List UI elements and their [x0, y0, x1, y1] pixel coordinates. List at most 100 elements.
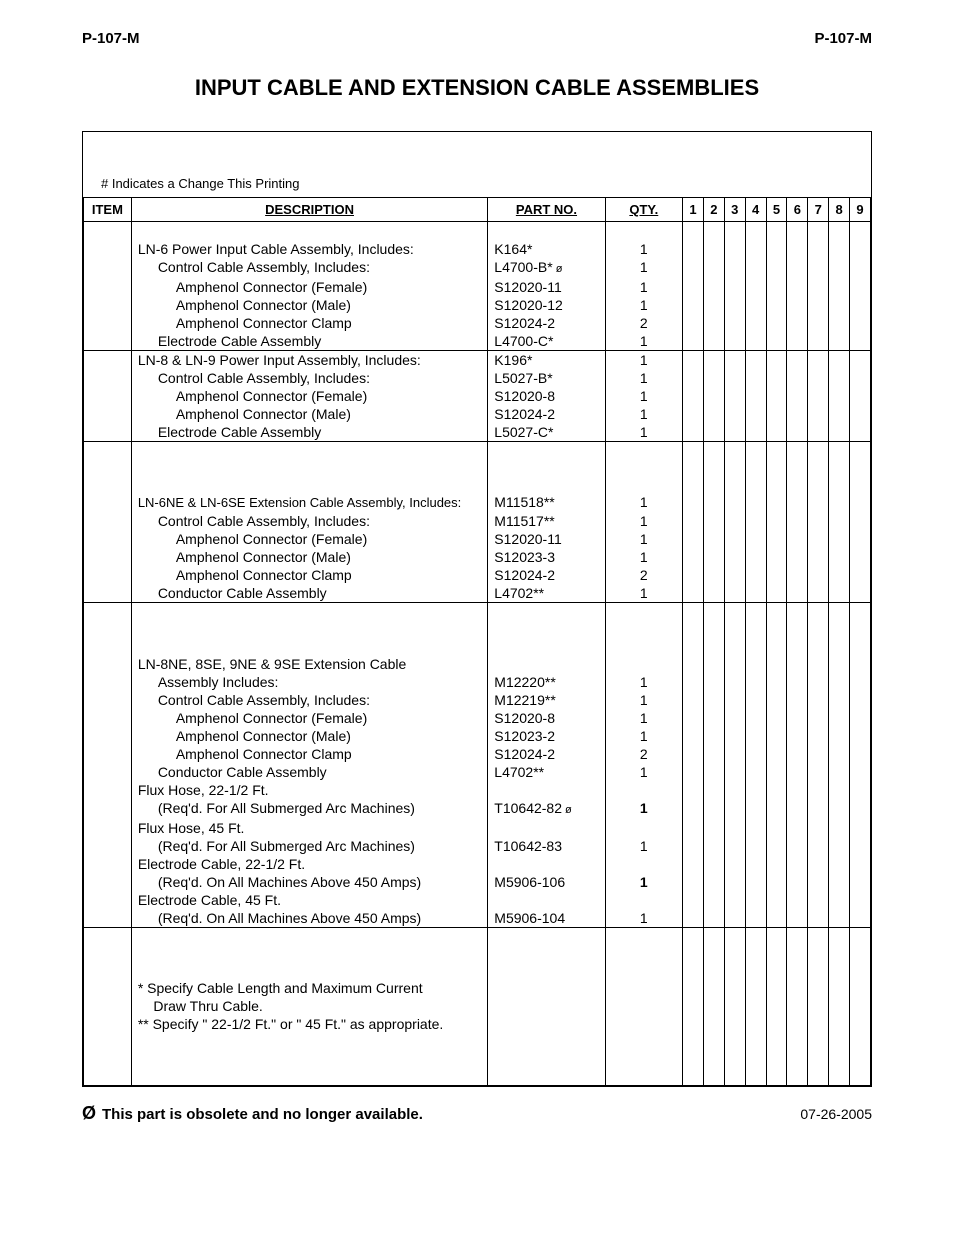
- qty-cell: 2: [605, 566, 682, 584]
- page-footer: ØThis part is obsolete and no longer ava…: [82, 1103, 872, 1124]
- desc-cell: LN-6 Power Input Cable Assembly, Include…: [131, 240, 487, 258]
- part-cell: [488, 1015, 605, 1033]
- part-cell: M5906-104: [488, 909, 605, 928]
- table-row: LN-6 Power Input Cable Assembly, Include…: [84, 240, 871, 258]
- desc-cell: Control Cable Assembly, Includes:: [131, 258, 487, 278]
- obsolete-mark: ø: [562, 804, 572, 816]
- part-cell: M5906-106: [488, 873, 605, 891]
- table-head: ITEM DESCRIPTION PART NO. QTY. 1 2 3 4 5…: [84, 198, 871, 222]
- table-row: Amphenol Connector (Female)S12020-81: [84, 387, 871, 405]
- table-row: LN-6NE & LN-6SE Extension Cable Assembly…: [84, 493, 871, 512]
- change-caption: # Indicates a Change This Printing: [83, 132, 871, 197]
- desc-cell: Conductor Cable Assembly: [131, 763, 487, 781]
- qty-cell: 1: [605, 278, 682, 296]
- table-row: (Req'd. For All Submerged Arc Machines)T…: [84, 799, 871, 819]
- table-row: Electrode Cable, 22-1/2 Ft.: [84, 855, 871, 873]
- col-7: 7: [808, 198, 829, 222]
- table-row: Conductor Cable AssemblyL4702**1: [84, 584, 871, 603]
- qty-cell: 2: [605, 314, 682, 332]
- qty-cell: [605, 979, 682, 997]
- part-cell: L5027-C*: [488, 423, 605, 442]
- qty-cell: 1: [605, 584, 682, 603]
- table-row: Flux Hose, 45 Ft.: [84, 819, 871, 837]
- qty-cell: 1: [605, 405, 682, 423]
- footer-date: 07-26-2005: [800, 1106, 872, 1122]
- qty-cell: 1: [605, 727, 682, 745]
- part-cell: [488, 819, 605, 837]
- part-cell: [488, 891, 605, 909]
- part-cell: [488, 655, 605, 673]
- spacer-row: [84, 441, 871, 493]
- part-cell: M12219**: [488, 691, 605, 709]
- qty-cell: 1: [605, 369, 682, 387]
- header-right: P-107-M: [814, 30, 872, 47]
- qty-cell: 1: [605, 548, 682, 566]
- qty-cell: 1: [605, 350, 682, 369]
- desc-cell: LN-6NE & LN-6SE Extension Cable Assembly…: [131, 493, 487, 512]
- desc-cell: Amphenol Connector (Female): [131, 278, 487, 296]
- table-row: Amphenol Connector ClampS12024-22: [84, 745, 871, 763]
- table-row: Assembly Includes:M12220**1: [84, 673, 871, 691]
- qty-cell: 1: [605, 763, 682, 781]
- desc-cell: ** Specify " 22-1/2 Ft." or " 45 Ft." as…: [131, 1015, 487, 1033]
- table-row: Flux Hose, 22-1/2 Ft.: [84, 781, 871, 799]
- part-cell: L4702**: [488, 763, 605, 781]
- desc-cell: LN-8NE, 8SE, 9NE & 9SE Extension Cable: [131, 655, 487, 673]
- spacer-row: [84, 222, 871, 240]
- part-cell: L4702**: [488, 584, 605, 603]
- desc-cell: Assembly Includes:: [131, 673, 487, 691]
- table-row: Electrode Cable AssemblyL5027-C*1: [84, 423, 871, 442]
- table-row: Amphenol Connector (Male)S12023-21: [84, 727, 871, 745]
- desc-cell: Amphenol Connector (Male): [131, 405, 487, 423]
- qty-cell: 1: [605, 691, 682, 709]
- part-cell: L4700-B* ø: [488, 258, 605, 278]
- col-description: DESCRIPTION: [131, 198, 487, 222]
- table-row: Amphenol Connector (Male)S12024-21: [84, 405, 871, 423]
- spacer-row: [84, 603, 871, 655]
- part-cell: S12024-2: [488, 566, 605, 584]
- col-partno: PART NO.: [488, 198, 605, 222]
- qty-cell: 1: [605, 837, 682, 855]
- qty-cell: [605, 655, 682, 673]
- desc-cell: Conductor Cable Assembly: [131, 584, 487, 603]
- qty-cell: 1: [605, 512, 682, 530]
- desc-cell: LN-8 & LN-9 Power Input Assembly, Includ…: [131, 350, 487, 369]
- part-cell: T10642-82 ø: [488, 799, 605, 819]
- qty-cell: 1: [605, 240, 682, 258]
- qty-cell: 1: [605, 530, 682, 548]
- parts-table: ITEM DESCRIPTION PART NO. QTY. 1 2 3 4 5…: [83, 197, 871, 1086]
- desc-cell: Amphenol Connector (Female): [131, 709, 487, 727]
- desc-cell: Amphenol Connector Clamp: [131, 745, 487, 763]
- table-row: (Req'd. On All Machines Above 450 Amps)M…: [84, 909, 871, 928]
- desc-cell: Control Cable Assembly, Includes:: [131, 512, 487, 530]
- desc-cell: Draw Thru Cable.: [131, 997, 487, 1015]
- col-3: 3: [724, 198, 745, 222]
- qty-cell: 1: [605, 387, 682, 405]
- part-cell: S12020-11: [488, 530, 605, 548]
- desc-cell: (Req'd. On All Machines Above 450 Amps): [131, 873, 487, 891]
- qty-cell: 1: [605, 799, 682, 819]
- desc-cell: Amphenol Connector (Male): [131, 296, 487, 314]
- part-cell: S12020-8: [488, 387, 605, 405]
- part-cell: [488, 781, 605, 799]
- col-1: 1: [683, 198, 704, 222]
- table-row: Control Cable Assembly, Includes:M12219*…: [84, 691, 871, 709]
- table-row: Electrode Cable AssemblyL4700-C*1: [84, 332, 871, 351]
- table-row: Amphenol Connector (Male)S12023-31: [84, 548, 871, 566]
- desc-cell: Amphenol Connector Clamp: [131, 314, 487, 332]
- table-row: Amphenol Connector ClampS12024-22: [84, 566, 871, 584]
- page-title: INPUT CABLE AND EXTENSION CABLE ASSEMBLI…: [82, 75, 872, 101]
- qty-cell: 1: [605, 709, 682, 727]
- col-8: 8: [829, 198, 850, 222]
- page-headers: P-107-M P-107-M: [82, 30, 872, 47]
- part-cell: K164*: [488, 240, 605, 258]
- part-cell: M11517**: [488, 512, 605, 530]
- part-cell: S12020-11: [488, 278, 605, 296]
- spacer-row: [84, 927, 871, 979]
- part-cell: K196*: [488, 350, 605, 369]
- table-row: Amphenol Connector (Female)S12020-111: [84, 530, 871, 548]
- table-row: (Req'd. For All Submerged Arc Machines)T…: [84, 837, 871, 855]
- col-2: 2: [703, 198, 724, 222]
- part-cell: L4700-C*: [488, 332, 605, 351]
- table-row: (Req'd. On All Machines Above 450 Amps)M…: [84, 873, 871, 891]
